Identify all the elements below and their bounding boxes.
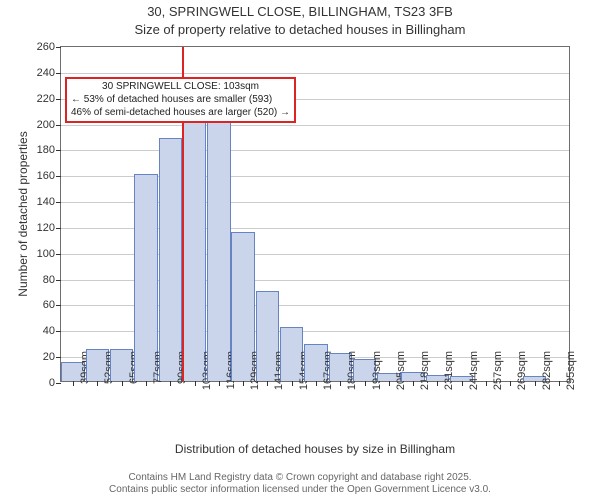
y-tick-label: 60 — [43, 299, 61, 311]
chart-title-line1: 30, SPRINGWELL CLOSE, BILLINGHAM, TS23 3… — [0, 4, 600, 19]
y-tick-label: 200 — [37, 119, 61, 131]
bar — [207, 103, 231, 381]
x-tick-label: 295sqm — [559, 351, 577, 411]
y-tick-label: 180 — [37, 144, 61, 156]
x-tick-label: 231sqm — [437, 351, 455, 411]
y-tick-label: 140 — [37, 196, 61, 208]
y-tick-label: 20 — [43, 351, 61, 363]
y-tick-label: 160 — [37, 170, 61, 182]
y-tick-label: 40 — [43, 325, 61, 337]
y-tick-label: 220 — [37, 93, 61, 105]
chart-container: 30, SPRINGWELL CLOSE, BILLINGHAM, TS23 3… — [0, 0, 600, 500]
y-tick-label: 120 — [37, 222, 61, 234]
y-tick-label: 0 — [49, 377, 61, 389]
y-tick-label: 100 — [37, 248, 61, 260]
gridline — [61, 125, 569, 126]
annotation-line: 30 SPRINGWELL CLOSE: 103sqm — [71, 81, 290, 94]
annotation-box: 30 SPRINGWELL CLOSE: 103sqm← 53% of deta… — [65, 77, 296, 123]
x-tick-label: 205sqm — [389, 351, 407, 411]
footnote: Contains HM Land Registry data © Crown c… — [0, 472, 600, 496]
gridline — [61, 73, 569, 74]
footnote-line2: Contains public sector information licen… — [0, 484, 600, 496]
chart-title-line2: Size of property relative to detached ho… — [0, 22, 600, 37]
y-tick-label: 240 — [37, 67, 61, 79]
y-tick-label: 260 — [37, 41, 61, 53]
y-tick-label: 80 — [43, 274, 61, 286]
footnote-line1: Contains HM Land Registry data © Crown c… — [0, 472, 600, 484]
bar — [134, 174, 158, 381]
x-tick-label: 257sqm — [486, 351, 504, 411]
x-tick-label: 218sqm — [413, 351, 431, 411]
y-axis-label: Number of detached properties — [16, 46, 30, 382]
x-tick-label: 269sqm — [510, 351, 528, 411]
x-tick-label: 244sqm — [462, 351, 480, 411]
bar — [159, 138, 183, 381]
annotation-line: 46% of semi-detached houses are larger (… — [71, 107, 290, 120]
x-axis-label: Distribution of detached houses by size … — [60, 442, 570, 456]
gridline — [61, 150, 569, 151]
plot-area: 02040608010012014016018020022024026039sq… — [60, 46, 570, 382]
bar — [183, 106, 207, 381]
x-tick-label: 193sqm — [365, 351, 383, 411]
annotation-line: ← 53% of detached houses are smaller (59… — [71, 94, 290, 107]
x-tick-label: 282sqm — [535, 351, 553, 411]
